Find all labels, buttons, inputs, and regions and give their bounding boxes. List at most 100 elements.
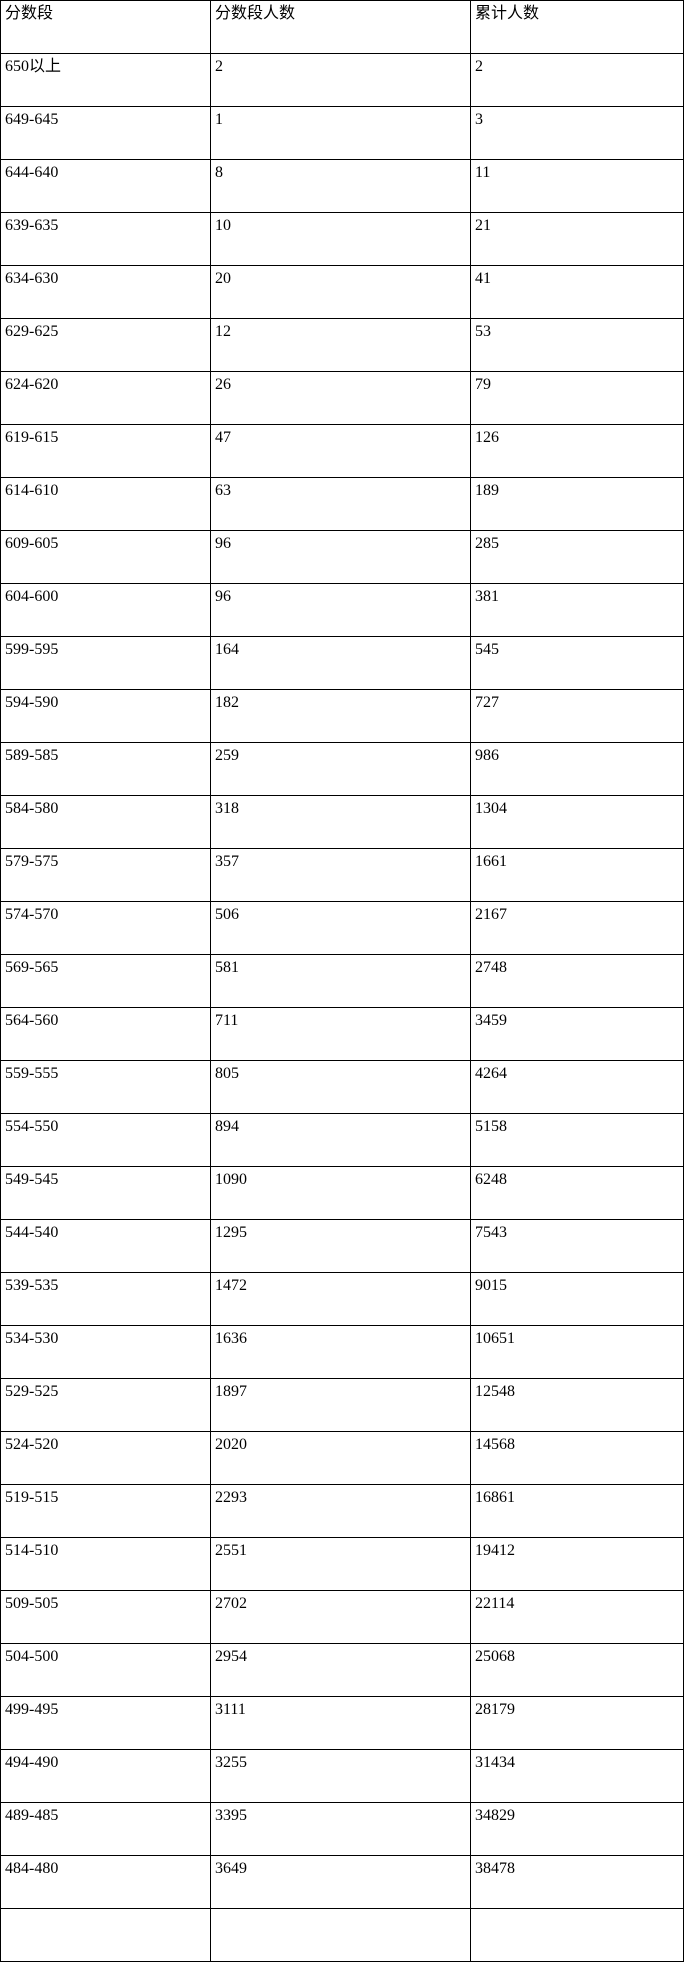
header-cumulative-count: 累计人数: [470, 0, 684, 54]
header-row: 分数段 分数段人数 累计人数: [0, 0, 684, 54]
score-range-cell: 494-490: [0, 1749, 211, 1803]
range-count-cell: 581: [210, 954, 471, 1008]
range-count-cell: 3395: [210, 1802, 471, 1856]
cumulative-count-cell: 3: [470, 106, 684, 160]
score-range-cell: 614-610: [0, 477, 211, 531]
table-row: 614-610 63 189: [0, 477, 684, 531]
range-count-cell: 805: [210, 1060, 471, 1114]
cumulative-count-cell: 7543: [470, 1219, 684, 1273]
table-row: 534-530 1636 10651: [0, 1325, 684, 1379]
table-row: 644-640 8 11: [0, 159, 684, 213]
range-count-cell: 182: [210, 689, 471, 743]
cumulative-count-cell: 25068: [470, 1643, 684, 1697]
score-range-cell: 649-645: [0, 106, 211, 160]
score-range-cell: 634-630: [0, 265, 211, 319]
score-range-cell: 554-550: [0, 1113, 211, 1167]
score-range-cell: 604-600: [0, 583, 211, 637]
score-range-cell: 509-505: [0, 1590, 211, 1644]
range-count-cell: 2551: [210, 1537, 471, 1591]
partial-row: [0, 1908, 684, 1962]
cumulative-count-cell: 727: [470, 689, 684, 743]
table-row: 594-590 182 727: [0, 689, 684, 743]
table-row: 529-525 1897 12548: [0, 1378, 684, 1432]
table-row: 519-515 2293 16861: [0, 1484, 684, 1538]
score-range-cell: 514-510: [0, 1537, 211, 1591]
table-row: 629-625 12 53: [0, 318, 684, 372]
score-range-cell: 599-595: [0, 636, 211, 690]
range-count-cell: 1: [210, 106, 471, 160]
score-range-cell: 584-580: [0, 795, 211, 849]
cumulative-count-cell: 10651: [470, 1325, 684, 1379]
table-row: 484-480 3649 38478: [0, 1855, 684, 1909]
score-range-cell: 574-570: [0, 901, 211, 955]
range-count-cell: 3111: [210, 1696, 471, 1750]
range-count-cell: 2954: [210, 1643, 471, 1697]
range-count-cell: 96: [210, 530, 471, 584]
table-row: 579-575 357 1661: [0, 848, 684, 902]
cumulative-count-cell: 2167: [470, 901, 684, 955]
range-count-cell: 357: [210, 848, 471, 902]
score-range-cell: 619-615: [0, 424, 211, 478]
cumulative-count-cell: 31434: [470, 1749, 684, 1803]
score-range-cell: [0, 1908, 211, 1962]
cumulative-count-cell: 2748: [470, 954, 684, 1008]
cumulative-count-cell: 22114: [470, 1590, 684, 1644]
table-row: 514-510 2551 19412: [0, 1537, 684, 1591]
score-range-cell: 594-590: [0, 689, 211, 743]
cumulative-count-cell: 34829: [470, 1802, 684, 1856]
table-row: 574-570 506 2167: [0, 901, 684, 955]
range-count-cell: 1295: [210, 1219, 471, 1273]
table-row: 564-560 711 3459: [0, 1007, 684, 1061]
score-range-cell: 559-555: [0, 1060, 211, 1114]
cumulative-count-cell: 5158: [470, 1113, 684, 1167]
score-range-cell: 624-620: [0, 371, 211, 425]
range-count-cell: 1636: [210, 1325, 471, 1379]
cumulative-count-cell: 12548: [470, 1378, 684, 1432]
range-count-cell: 96: [210, 583, 471, 637]
score-range-cell: 544-540: [0, 1219, 211, 1273]
range-count-cell: 47: [210, 424, 471, 478]
cumulative-count-cell: 53: [470, 318, 684, 372]
cumulative-count-cell: 79: [470, 371, 684, 425]
range-count-cell: 2: [210, 53, 471, 107]
table-row: 604-600 96 381: [0, 583, 684, 637]
score-range-cell: 534-530: [0, 1325, 211, 1379]
range-count-cell: 164: [210, 636, 471, 690]
score-range-cell: 504-500: [0, 1643, 211, 1697]
table-row: 619-615 47 126: [0, 424, 684, 478]
table-row: 559-555 805 4264: [0, 1060, 684, 1114]
range-count-cell: 2293: [210, 1484, 471, 1538]
table-row: 634-630 20 41: [0, 265, 684, 319]
score-range-cell: 639-635: [0, 212, 211, 266]
score-range-cell: 529-525: [0, 1378, 211, 1432]
cumulative-count-cell: 545: [470, 636, 684, 690]
table-row: 499-495 3111 28179: [0, 1696, 684, 1750]
score-range-cell: 549-545: [0, 1166, 211, 1220]
cumulative-count-cell: 381: [470, 583, 684, 637]
cumulative-count-cell: 9015: [470, 1272, 684, 1326]
cumulative-count-cell: 28179: [470, 1696, 684, 1750]
table-row: 504-500 2954 25068: [0, 1643, 684, 1697]
range-count-cell: 894: [210, 1113, 471, 1167]
range-count-cell: 8: [210, 159, 471, 213]
range-count-cell: 3255: [210, 1749, 471, 1803]
score-range-cell: 609-605: [0, 530, 211, 584]
range-count-cell: 12: [210, 318, 471, 372]
table-body: 650以上 2 2 649-645 1 3 644-640 8 11 639-635 10 21 634…: [0, 53, 684, 1909]
header-range-count: 分数段人数: [210, 0, 471, 54]
table-row: 544-540 1295 7543: [0, 1219, 684, 1273]
range-count-cell: 3649: [210, 1855, 471, 1909]
table-row: 549-545 1090 6248: [0, 1166, 684, 1220]
cumulative-count-cell: 126: [470, 424, 684, 478]
score-range-cell: 484-480: [0, 1855, 211, 1909]
clipped-partial-row-container: [0, 1908, 684, 1962]
score-range-cell: 489-485: [0, 1802, 211, 1856]
table-row: 599-595 164 545: [0, 636, 684, 690]
score-range-cell: 499-495: [0, 1696, 211, 1750]
score-range-cell: 539-535: [0, 1272, 211, 1326]
header-score-range: 分数段: [0, 0, 211, 54]
table-row: 639-635 10 21: [0, 212, 684, 266]
range-count-cell: 63: [210, 477, 471, 531]
cumulative-count-cell: 6248: [470, 1166, 684, 1220]
